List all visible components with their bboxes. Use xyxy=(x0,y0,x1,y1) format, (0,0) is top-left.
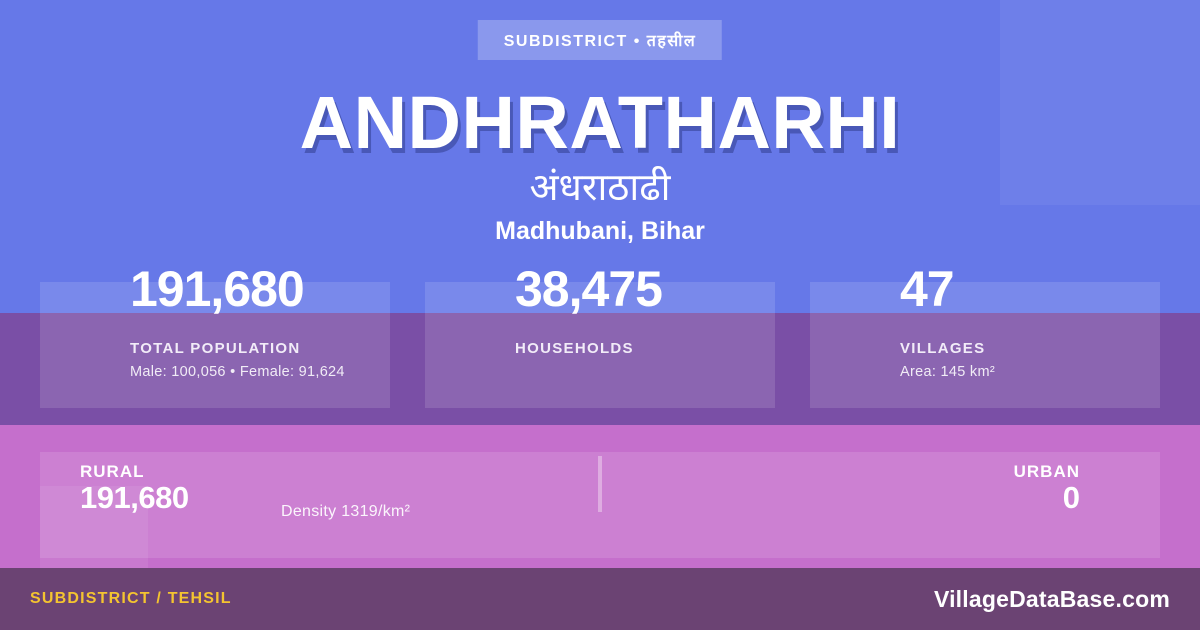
footer-bar: SUBDISTRICT / TEHSIL VillageDataBase.com xyxy=(0,568,1200,630)
stat-card-villages: 47 VILLAGES Area: 145 km² xyxy=(810,264,1160,408)
households-value: 38,475 xyxy=(515,261,663,317)
rural-urban-band: RURAL 191,680 Density 1319/km² URBAN 0 xyxy=(0,425,1200,568)
area-detail: Area: 145 km² xyxy=(900,364,995,380)
urban-value: 0 xyxy=(1062,480,1080,515)
subdistrict-badge-label: SUBDISTRICT • तहसील xyxy=(503,33,697,50)
total-population-value: 191,680 xyxy=(130,261,305,317)
footer-type-label: SUBDISTRICT / TEHSIL xyxy=(30,590,232,607)
page-title-hindi: अंधराठाढी xyxy=(529,167,671,209)
urban-label: URBAN xyxy=(1013,462,1080,481)
total-population-label: TOTAL POPULATION xyxy=(130,340,301,357)
households-label: HOUSEHOLDS xyxy=(515,340,634,357)
density-label: Density 1319/km² xyxy=(281,503,411,520)
district-state-label: Madhubani, Bihar xyxy=(495,217,705,245)
decor-panel xyxy=(1000,0,1200,205)
page-title: ANDHRATHARHI xyxy=(299,81,901,164)
decor-square xyxy=(40,486,148,568)
male-female-detail: Male: 100,056 • Female: 91,624 xyxy=(130,364,345,380)
stat-card-households: 38,475 HOUSEHOLDS xyxy=(425,264,775,408)
rural-value: 191,680 xyxy=(80,480,189,515)
subdistrict-badge: SUBDISTRICT • तहसील xyxy=(477,20,723,60)
stats-band xyxy=(0,313,1200,425)
rural-urban-overlay xyxy=(40,452,1160,558)
stat-card-total-population: 191,680 TOTAL POPULATION Male: 100,056 •… xyxy=(40,264,390,408)
villages-value: 47 xyxy=(900,261,955,317)
rural-label: RURAL xyxy=(80,462,145,481)
villages-label: VILLAGES xyxy=(900,340,986,357)
vertical-divider xyxy=(598,456,602,512)
brand-link[interactable]: VillageDataBase.com xyxy=(933,585,1170,612)
